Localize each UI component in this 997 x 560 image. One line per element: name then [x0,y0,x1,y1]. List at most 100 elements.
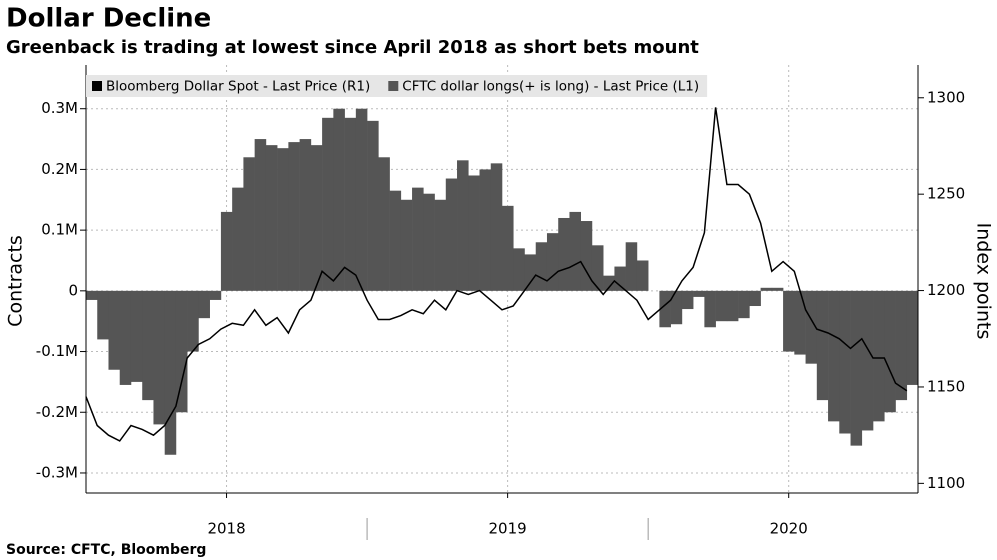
legend-label: CFTC dollar longs(+ is long) - Last Pric… [402,79,699,95]
y-tick-label: 0.1M [41,221,78,239]
bar [715,290,728,322]
bar [367,120,379,291]
bar [412,187,424,291]
bar [625,242,638,291]
x-tick-label: 2018 [207,520,245,538]
bar [198,290,210,319]
bar [445,178,458,291]
bar [726,290,739,322]
bar [502,205,514,291]
bar [884,290,896,413]
bar [738,290,750,319]
bar [906,290,919,385]
bar [400,199,413,291]
bar [771,287,784,291]
y2-tick-label: 1300 [927,88,965,106]
line [85,107,908,442]
bar [839,290,851,434]
bar [591,245,604,291]
bar [693,290,705,297]
bar [783,290,795,352]
y-tick-label: -0.2M [36,403,78,421]
bar [299,139,312,291]
chart-subtitle: Greenback is trading at lowest since Apr… [6,37,699,58]
y-tick-label: 0.2M [41,160,78,178]
x-tick-label: 2020 [770,520,808,538]
bar [558,217,570,291]
bar [355,108,368,291]
bar [254,139,267,291]
bar [344,117,357,291]
chart-title: Dollar Decline [6,4,211,34]
y2-tick-label: 1250 [927,185,965,203]
y2-tick-label: 1100 [927,474,965,492]
bar [513,248,525,291]
bar [670,290,683,325]
bar [828,290,840,422]
bar [119,290,132,385]
bar [794,290,806,355]
bar [468,175,480,291]
bar [153,290,166,425]
legend: Bloomberg Dollar Spot - Last Price (R1) C… [86,75,708,97]
legend-swatch [92,81,102,91]
bar [310,145,323,291]
bar [187,290,199,352]
bar [265,145,278,291]
bar [850,290,863,446]
y-tick-label: 0 [68,281,78,299]
bar [603,275,615,291]
bar [322,117,334,291]
bar [546,233,559,291]
bar [760,287,773,291]
bar [378,157,390,291]
bar [816,290,829,401]
bar [659,290,671,328]
y2-tick-label: 1200 [927,281,965,299]
y-axis-title: Contracts [5,235,27,327]
bar [569,211,582,291]
bar [434,199,447,291]
bar [636,260,649,291]
bar [175,290,188,413]
bar [333,108,345,291]
x-tick-label: 2019 [489,520,527,538]
bar [97,290,109,340]
bar [479,169,492,291]
bar [749,290,761,307]
legend-swatch [388,81,399,91]
bar [805,290,818,364]
bar [861,290,874,431]
bar [164,290,177,455]
bar [535,242,548,291]
bar [681,290,694,310]
bar [220,211,233,291]
bar [895,290,908,401]
bar [873,290,885,422]
y2-axis-title: Index points [973,223,995,340]
bar [490,163,503,291]
bar [288,142,300,291]
legend-label: Bloomberg Dollar Spot - Last Price (R1) [106,79,370,95]
bar [580,221,593,291]
bar [86,290,98,300]
bar [389,190,402,291]
source: Source: CFTC, Bloomberg [6,542,206,558]
bar [457,160,469,291]
bar [704,290,716,328]
bar [130,290,143,382]
bar [614,266,626,291]
bar [232,187,244,291]
bar [108,290,121,370]
bar [243,157,255,291]
bar [423,193,435,291]
y2-tick-label: 1150 [927,377,965,395]
y-tick-label: -0.3M [36,463,78,481]
bar [142,290,154,401]
y-tick-label: -0.1M [36,342,78,360]
y-tick-label: 0.3M [41,99,78,117]
bar [277,148,289,291]
bar [524,254,537,291]
bar [209,290,222,300]
